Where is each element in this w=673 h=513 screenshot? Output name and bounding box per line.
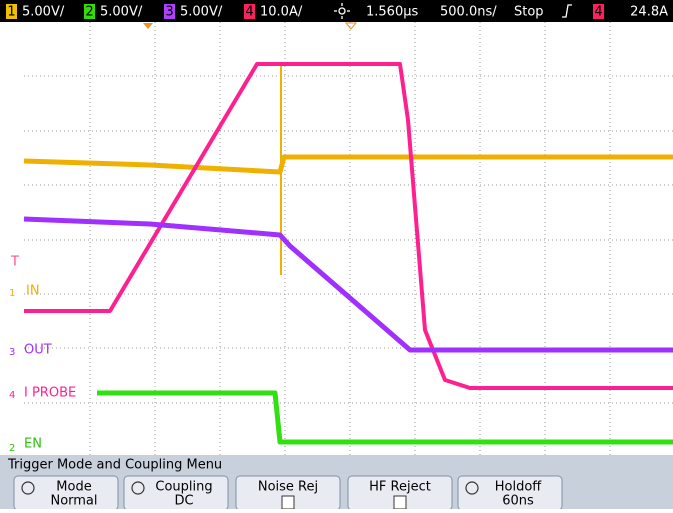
ch1-number: 1: [7, 5, 15, 20]
softkey-icon: [465, 481, 479, 495]
delay: 1.560µs: [366, 5, 418, 20]
softkey-icon: [21, 481, 35, 495]
trace-labels: T 1 IN 3 OUT 4 I PROBE 2 EN: [9, 255, 76, 455]
softkey-checkbox: [393, 495, 407, 510]
in-number: 1: [9, 288, 15, 299]
ch3-number: 3: [165, 5, 173, 20]
graticule: [24, 22, 673, 455]
softkey-label: Noise Rej: [258, 480, 318, 495]
run-state: Stop: [514, 5, 544, 20]
trigger-source: 4: [594, 5, 602, 20]
trigger-edge-icon: [562, 4, 572, 18]
menu-title: Trigger Mode and Coupling Menu: [7, 458, 222, 473]
waveforms: [23, 62, 673, 445]
delay-marker: [344, 22, 358, 30]
softkey-value: 60ns: [502, 494, 534, 509]
softkey-label: Holdoff: [495, 480, 543, 495]
softkey-label: HF Reject: [369, 480, 431, 495]
en-label: EN: [24, 437, 42, 452]
ch2-number: 2: [85, 5, 93, 20]
trigger-position-marker: [143, 23, 153, 29]
softkey-checkbox: [281, 495, 295, 510]
ch1-scale: 5.00V/: [22, 5, 65, 20]
in-label: IN: [26, 284, 40, 299]
out-number: 3: [9, 347, 15, 358]
softkey-label: Coupling: [155, 480, 212, 495]
softkey-icon: [131, 481, 145, 495]
trigger-level: 24.8A: [630, 5, 668, 20]
out-label: OUT: [24, 343, 52, 358]
ch1-box: [6, 4, 17, 19]
en-trace: [97, 390, 673, 445]
en-number: 2: [9, 443, 15, 454]
probe-number: 4: [9, 390, 15, 401]
ch4-box: [244, 4, 255, 19]
softkey-value: DC: [174, 494, 193, 509]
delay-icon: [334, 3, 350, 19]
ch2-box: [84, 4, 95, 19]
softkey-value: Normal: [50, 494, 97, 509]
ch4-number: 4: [245, 5, 253, 20]
ch3-scale: 5.00V/: [180, 5, 223, 20]
out-trace: [23, 216, 673, 353]
probe-trace: [24, 62, 673, 390]
ch4-scale: 10.0A/: [260, 5, 303, 20]
trigger-source-box: [593, 4, 604, 19]
ch2-scale: 5.00V/: [100, 5, 143, 20]
ch3-box: [164, 4, 175, 19]
softkey-label: Mode: [56, 480, 91, 495]
timebase: 500.0ns/: [440, 5, 497, 20]
trigger-level-marker: T: [10, 255, 19, 270]
probe-label: I PROBE: [24, 386, 76, 401]
status-items: 1 5.00V/ 2 5.00V/ 3 5.00V/ 4 10.0A/ 1.56…: [6, 3, 668, 20]
